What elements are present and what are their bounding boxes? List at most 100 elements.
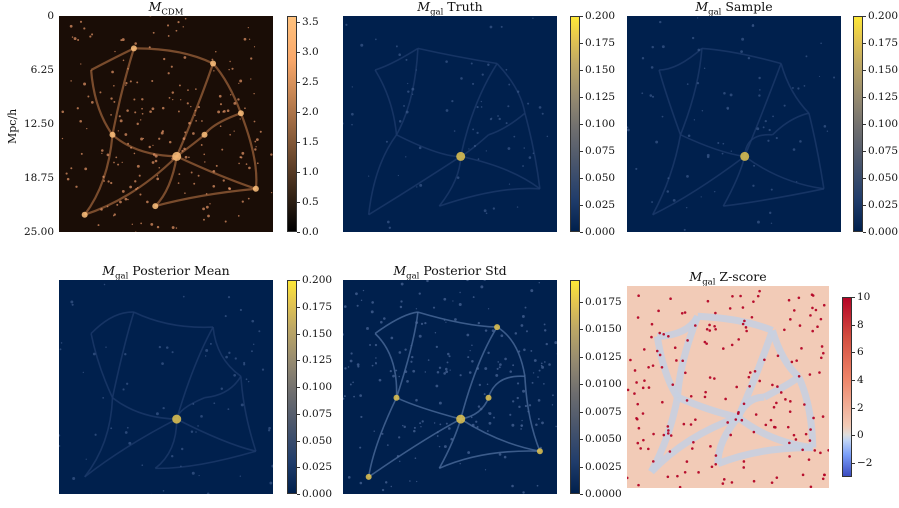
map-pixel xyxy=(121,189,125,193)
filament xyxy=(460,155,541,190)
map-pixel xyxy=(767,139,770,142)
map-pixel xyxy=(694,324,697,327)
map-pixel xyxy=(183,56,187,59)
map-pixel xyxy=(527,410,530,413)
map-pixel xyxy=(643,379,646,383)
map-pixel xyxy=(61,110,65,114)
map-pixel xyxy=(129,80,132,83)
map-pixel xyxy=(167,35,170,37)
map-pixel xyxy=(752,300,755,303)
map-pixel xyxy=(493,416,495,419)
colorbar xyxy=(570,16,580,232)
map-pixel xyxy=(180,465,182,468)
map-pixel xyxy=(504,357,507,361)
map-pixel xyxy=(446,361,449,364)
map-pixel xyxy=(106,205,109,208)
map-pixel xyxy=(247,197,250,200)
map-pixel xyxy=(175,29,178,32)
map-pixel xyxy=(344,305,347,308)
map-pixel xyxy=(212,169,216,173)
colorbar xyxy=(853,16,863,232)
map-pixel xyxy=(742,466,746,469)
map-pixel xyxy=(826,130,829,132)
map-pixel xyxy=(789,318,792,321)
halo-peak xyxy=(172,151,182,161)
map-pixel xyxy=(660,365,664,369)
map-pixel xyxy=(636,402,640,406)
map-pixel xyxy=(152,153,156,156)
map-pixel xyxy=(449,369,451,371)
colorbar xyxy=(287,16,297,232)
map-pixel xyxy=(411,87,415,91)
map-pixel xyxy=(97,224,100,227)
map-pixel xyxy=(647,447,650,451)
map-pixel xyxy=(730,343,734,347)
map-pixel xyxy=(126,382,129,385)
colorbar-tick-label: 0.000 xyxy=(862,226,899,238)
map-pixel xyxy=(686,83,689,85)
map-pixel xyxy=(468,148,470,150)
map-pixel xyxy=(141,107,143,110)
map-pixel xyxy=(102,396,105,399)
map-pixel xyxy=(714,327,717,331)
title-subscript: gal xyxy=(115,271,129,282)
map-pixel xyxy=(352,381,354,384)
colorbar-tick-label: 0.0 xyxy=(297,226,319,238)
map-pixel xyxy=(405,110,409,114)
map-pixel xyxy=(756,294,760,298)
map-pixel xyxy=(775,136,778,140)
map-pixel xyxy=(655,140,659,144)
map-pixel xyxy=(484,367,488,371)
map-pixel xyxy=(522,165,524,167)
colorbar-tick-label: 3.5 xyxy=(297,16,319,28)
filament xyxy=(743,63,782,157)
map-pixel xyxy=(99,91,102,94)
map-pixel xyxy=(117,163,120,166)
filament xyxy=(84,418,178,478)
colorbar-tick-label: 0 xyxy=(852,429,864,442)
colorbar-tick-label: 1.5 xyxy=(297,136,319,148)
title-text: Sample xyxy=(721,0,773,14)
map-pixel xyxy=(248,38,251,40)
map-pixel xyxy=(188,121,191,125)
map-pixel xyxy=(675,359,678,362)
filament xyxy=(90,333,114,399)
map-pixel xyxy=(466,333,470,337)
map-pixel xyxy=(704,390,707,394)
panel-title: Mgal Z-score xyxy=(689,270,766,290)
map-pixel xyxy=(756,127,760,131)
map-pixel xyxy=(667,177,670,180)
halo-peak xyxy=(485,394,492,401)
map-pixel xyxy=(741,37,745,41)
map-pixel xyxy=(627,126,629,129)
map-pixel xyxy=(532,17,534,20)
map-pixel xyxy=(151,161,155,164)
map-pixel xyxy=(662,332,666,336)
map-pixel xyxy=(476,425,479,428)
map-pixel xyxy=(419,183,423,187)
map-pixel xyxy=(180,99,182,101)
map-pixel xyxy=(139,119,142,121)
colorbar-tick-label: 4 xyxy=(852,374,864,387)
filament xyxy=(744,155,824,190)
map-pixel xyxy=(667,334,670,338)
map-pixel xyxy=(758,379,762,383)
map-pixel xyxy=(85,458,87,460)
map-pixel xyxy=(717,142,720,145)
map-pixel xyxy=(651,364,655,367)
title-subscript: gal xyxy=(406,271,420,282)
map-pixel xyxy=(386,220,390,224)
filament xyxy=(155,450,257,470)
map-pixel xyxy=(682,422,686,426)
map-pixel xyxy=(548,363,551,366)
map-pixel xyxy=(516,206,519,208)
map-pixel xyxy=(819,451,822,455)
map-pixel xyxy=(471,82,475,86)
map-pixel xyxy=(812,416,815,420)
map-pixel xyxy=(509,370,512,373)
map-pixel xyxy=(681,359,685,363)
map-pixel xyxy=(470,62,473,65)
map-pixel xyxy=(154,154,158,158)
map-pixel xyxy=(737,338,740,341)
map-pixel xyxy=(351,123,353,126)
